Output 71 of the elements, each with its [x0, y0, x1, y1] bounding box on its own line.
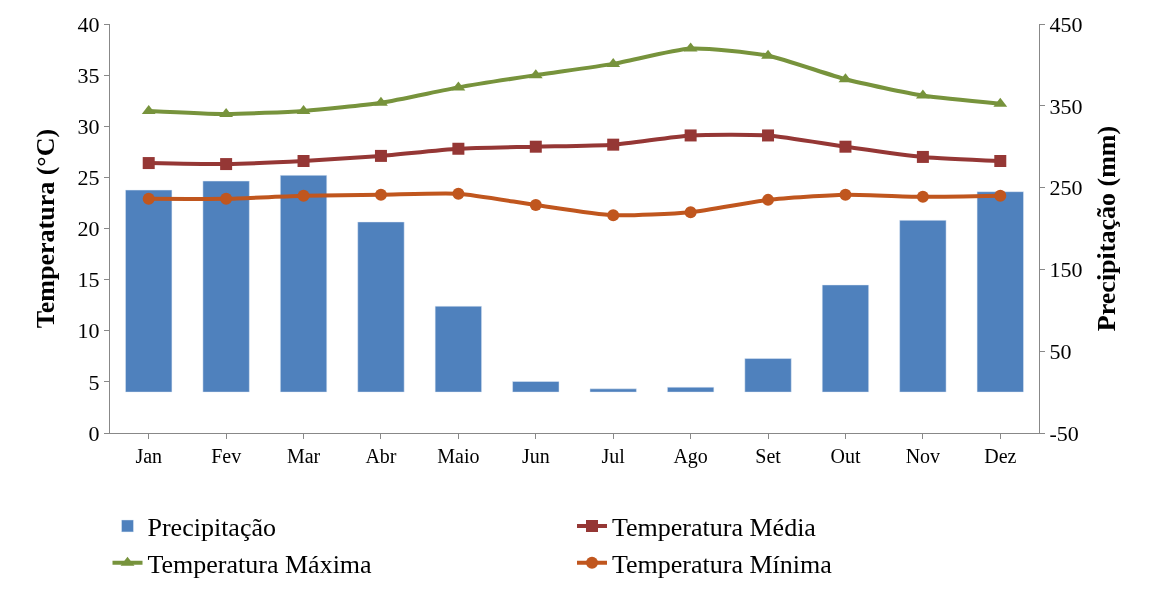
legend-label: Temperatura Mínima: [612, 549, 833, 579]
point: [220, 192, 233, 205]
point: [994, 155, 1007, 168]
bar: [667, 386, 715, 393]
y-tick-label: 40: [77, 11, 100, 37]
point: [529, 198, 542, 211]
x-tick-label: Dez: [984, 445, 1017, 467]
legend-label: Temperatura Máxima: [147, 549, 373, 579]
y2-tick-label: 250: [1049, 175, 1083, 201]
y-tick-label: 5: [88, 369, 100, 395]
x-tick-label: Jul: [601, 445, 626, 467]
point: [374, 188, 387, 201]
bar: [357, 221, 405, 393]
point: [452, 187, 465, 200]
point: [142, 157, 155, 170]
y-tick-label: 10: [77, 318, 100, 344]
y2-tick-label: 450: [1049, 11, 1083, 37]
bar: [512, 381, 560, 393]
point: [374, 149, 387, 162]
point: [762, 193, 775, 206]
x-tick-label: Ago: [673, 445, 708, 468]
y2-tick-label: 50: [1049, 338, 1072, 364]
y2-tick-label: 150: [1049, 257, 1083, 283]
point: [529, 140, 542, 153]
bar: [125, 189, 173, 393]
bar: [434, 305, 482, 393]
x-tick-label: Fev: [211, 445, 242, 467]
y-tick-label: 30: [77, 113, 100, 139]
point: [374, 96, 388, 106]
x-tick-label: Nov: [905, 445, 941, 467]
x-tick-label: Mar: [286, 445, 321, 467]
y-tick-label: 35: [77, 62, 100, 88]
point: [684, 129, 697, 142]
bar: [589, 388, 637, 393]
legend-label: Temperatura Média: [612, 513, 817, 543]
point: [839, 140, 852, 153]
point: [761, 49, 775, 59]
point: [684, 206, 697, 219]
x-tick-label: Out: [830, 445, 861, 467]
bar: [202, 180, 250, 393]
bar: [976, 191, 1024, 393]
y-axis-title: Temperatura (°C): [31, 128, 60, 329]
point: [220, 158, 233, 171]
point: [916, 150, 929, 163]
x-tick-label: Jun: [521, 445, 550, 467]
y-tick-label: 20: [77, 216, 100, 242]
point: [297, 189, 310, 202]
y2-axis-title: Precipitação (mm): [1092, 125, 1122, 332]
y-tick-label: 25: [77, 165, 100, 191]
point: [839, 188, 852, 201]
point: [452, 142, 465, 155]
bar: [744, 358, 792, 393]
bar: [899, 220, 947, 393]
y2-tick-label: -50: [1049, 420, 1079, 446]
point: [607, 138, 620, 151]
y-tick-label: 0: [88, 420, 100, 446]
point: [994, 189, 1007, 202]
legend-label: Precipitação: [147, 513, 276, 543]
y-tick-label: 15: [77, 267, 100, 293]
point: [607, 209, 620, 222]
x-tick-label: Jan: [135, 445, 163, 467]
point: [142, 192, 155, 205]
point: [762, 129, 775, 142]
bar: [821, 284, 869, 393]
x-tick-label: Set: [755, 445, 782, 467]
bar: [280, 175, 328, 393]
y2-tick-label: 350: [1049, 93, 1083, 119]
point: [916, 190, 929, 203]
x-tick-label: Abr: [365, 445, 397, 467]
point: [297, 155, 310, 168]
x-tick-label: Maio: [437, 445, 480, 467]
